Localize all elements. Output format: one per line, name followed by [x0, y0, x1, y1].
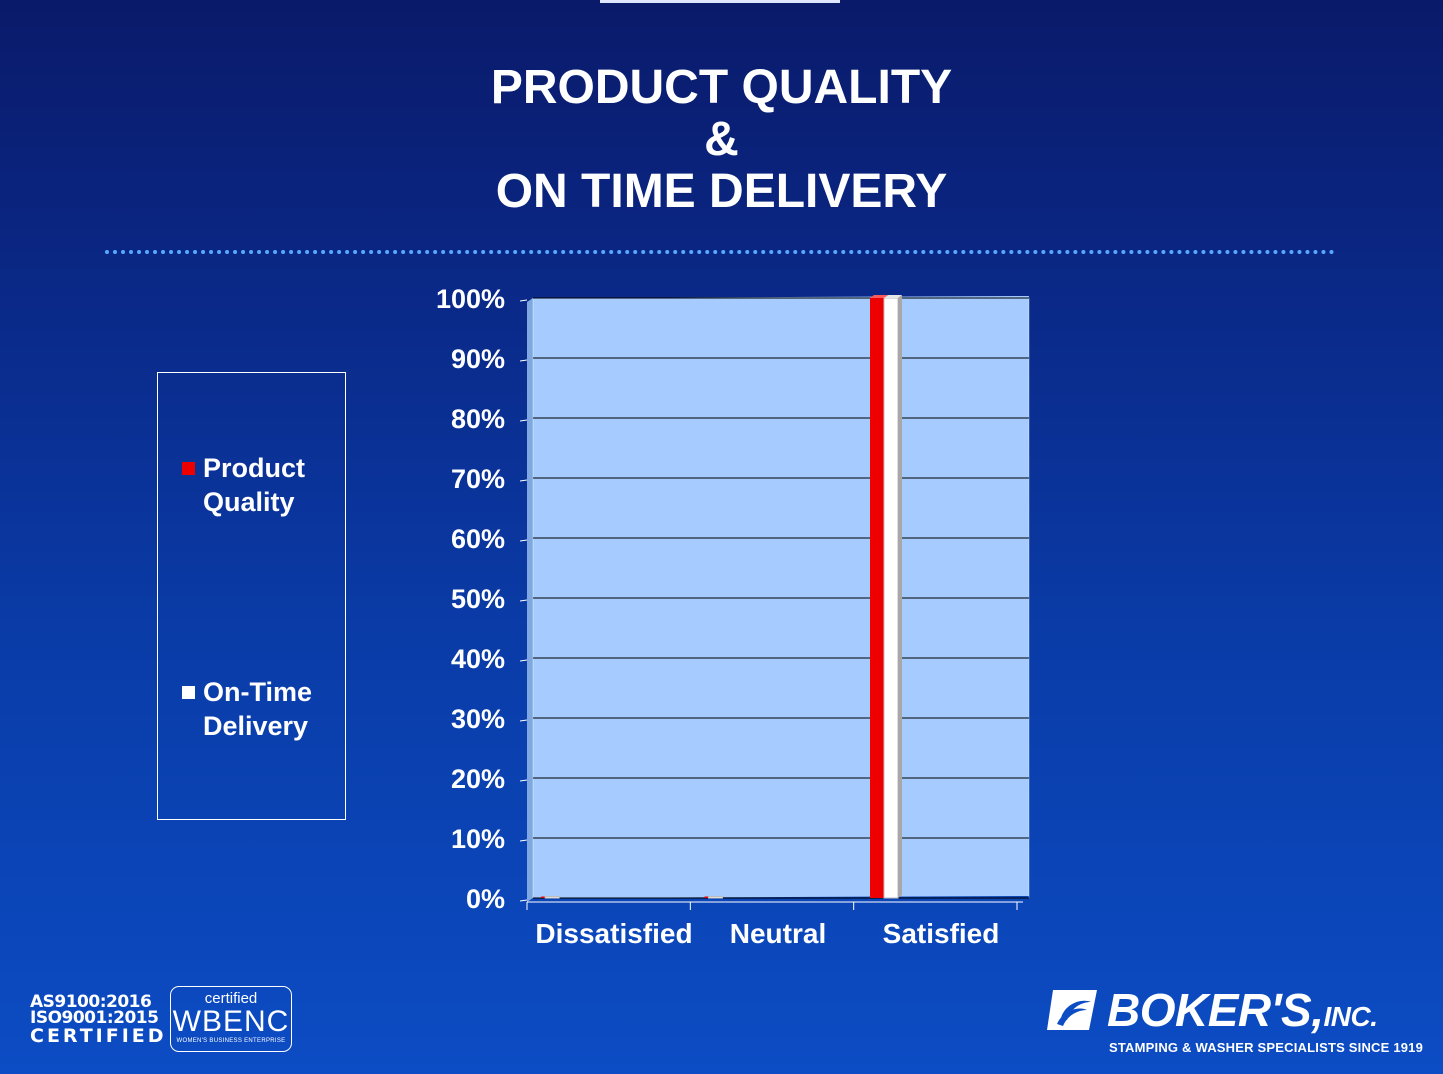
y-tick [519, 359, 528, 362]
bar [708, 896, 723, 899]
legend-swatch-product-quality [182, 462, 195, 475]
y-tick [519, 419, 528, 422]
y-tick-label: 80% [451, 404, 505, 434]
wbenc-main-text: WBENC [172, 1005, 290, 1038]
certification-badge: AS9100:2016 ISO9001:2015 CERTIFIED [30, 992, 167, 1047]
plot-area [533, 296, 1029, 898]
cert-certified: CERTIFIED [30, 1025, 167, 1047]
y-tick [519, 479, 528, 482]
y-tick [519, 839, 528, 842]
bokers-logo-name: BOKER'S,INC. [1107, 984, 1378, 1043]
y-tick [519, 899, 528, 902]
cert-iso9001: ISO9001:2015 [30, 1008, 159, 1028]
dotted-divider [105, 250, 1335, 254]
bokers-inc-text: INC. [1323, 1001, 1379, 1032]
legend-swatch-on-time-delivery [182, 686, 195, 699]
wbenc-certified-text: certified [204, 990, 258, 1007]
y-tick [519, 779, 528, 782]
legend-label-product-quality: Product Quality [203, 453, 306, 517]
legend-label-on-time-delivery: On-Time Delivery [203, 677, 313, 741]
wbenc-logo: certified WBENC WOMEN'S BUSINESS ENTERPR… [170, 986, 292, 1052]
legend-item-product-quality: Product Quality [182, 451, 343, 519]
bar-top [884, 295, 902, 298]
y-tick [519, 719, 528, 722]
title-line-2: & [704, 113, 739, 166]
legend-item-on-time-delivery: On-Time Delivery [182, 675, 343, 743]
title-line-1: PRODUCT QUALITY [490, 61, 953, 114]
y-tick-label: 100% [436, 284, 505, 314]
y-tick [519, 299, 528, 302]
y-tick-label: 30% [451, 704, 505, 734]
y-tick-label: 0% [466, 884, 505, 914]
slide-title: PRODUCT QUALITY & ON TIME DELIVERY [0, 62, 1443, 218]
y-tick-label: 50% [451, 584, 505, 614]
title-line-3: ON TIME DELIVERY [495, 165, 948, 218]
y-tick [519, 659, 528, 662]
bar-side [898, 295, 902, 898]
x-category-label: Satisfied [883, 918, 1000, 949]
x-category-label: Dissatisfied [535, 918, 692, 949]
bokers-logo-mark-icon [1047, 990, 1097, 1030]
bokers-tagline: STAMPING & WASHER SPECIALISTS SINCE 1919 [1109, 1040, 1424, 1055]
bar [883, 297, 899, 899]
bar [544, 896, 560, 899]
cert-as9100: AS9100:2016 [30, 992, 152, 1012]
chart-legend: Product Quality On-Time Delivery [157, 372, 346, 820]
y-tick-label: 20% [451, 764, 505, 794]
y-tick-label: 10% [451, 824, 505, 854]
bar-top [870, 295, 888, 298]
y-tick [519, 599, 528, 602]
wbenc-sub-text: WOMEN'S BUSINESS ENTERPRISE [176, 1038, 286, 1044]
y-tick [519, 539, 528, 542]
y-tick-label: 70% [451, 464, 505, 494]
plot-side-wall [527, 298, 533, 902]
y-tick-label: 90% [451, 344, 505, 374]
bokers-name-text: BOKER'S, [1107, 984, 1324, 1036]
x-category-label: Neutral [730, 918, 826, 949]
y-tick-label: 60% [451, 524, 505, 554]
y-tick-label: 40% [451, 644, 505, 674]
bar [870, 298, 884, 898]
bokers-logo: BOKER'S,INC. STAMPING & WASHER SPECIALIS… [1045, 984, 1424, 1056]
top-tab [600, 0, 840, 3]
